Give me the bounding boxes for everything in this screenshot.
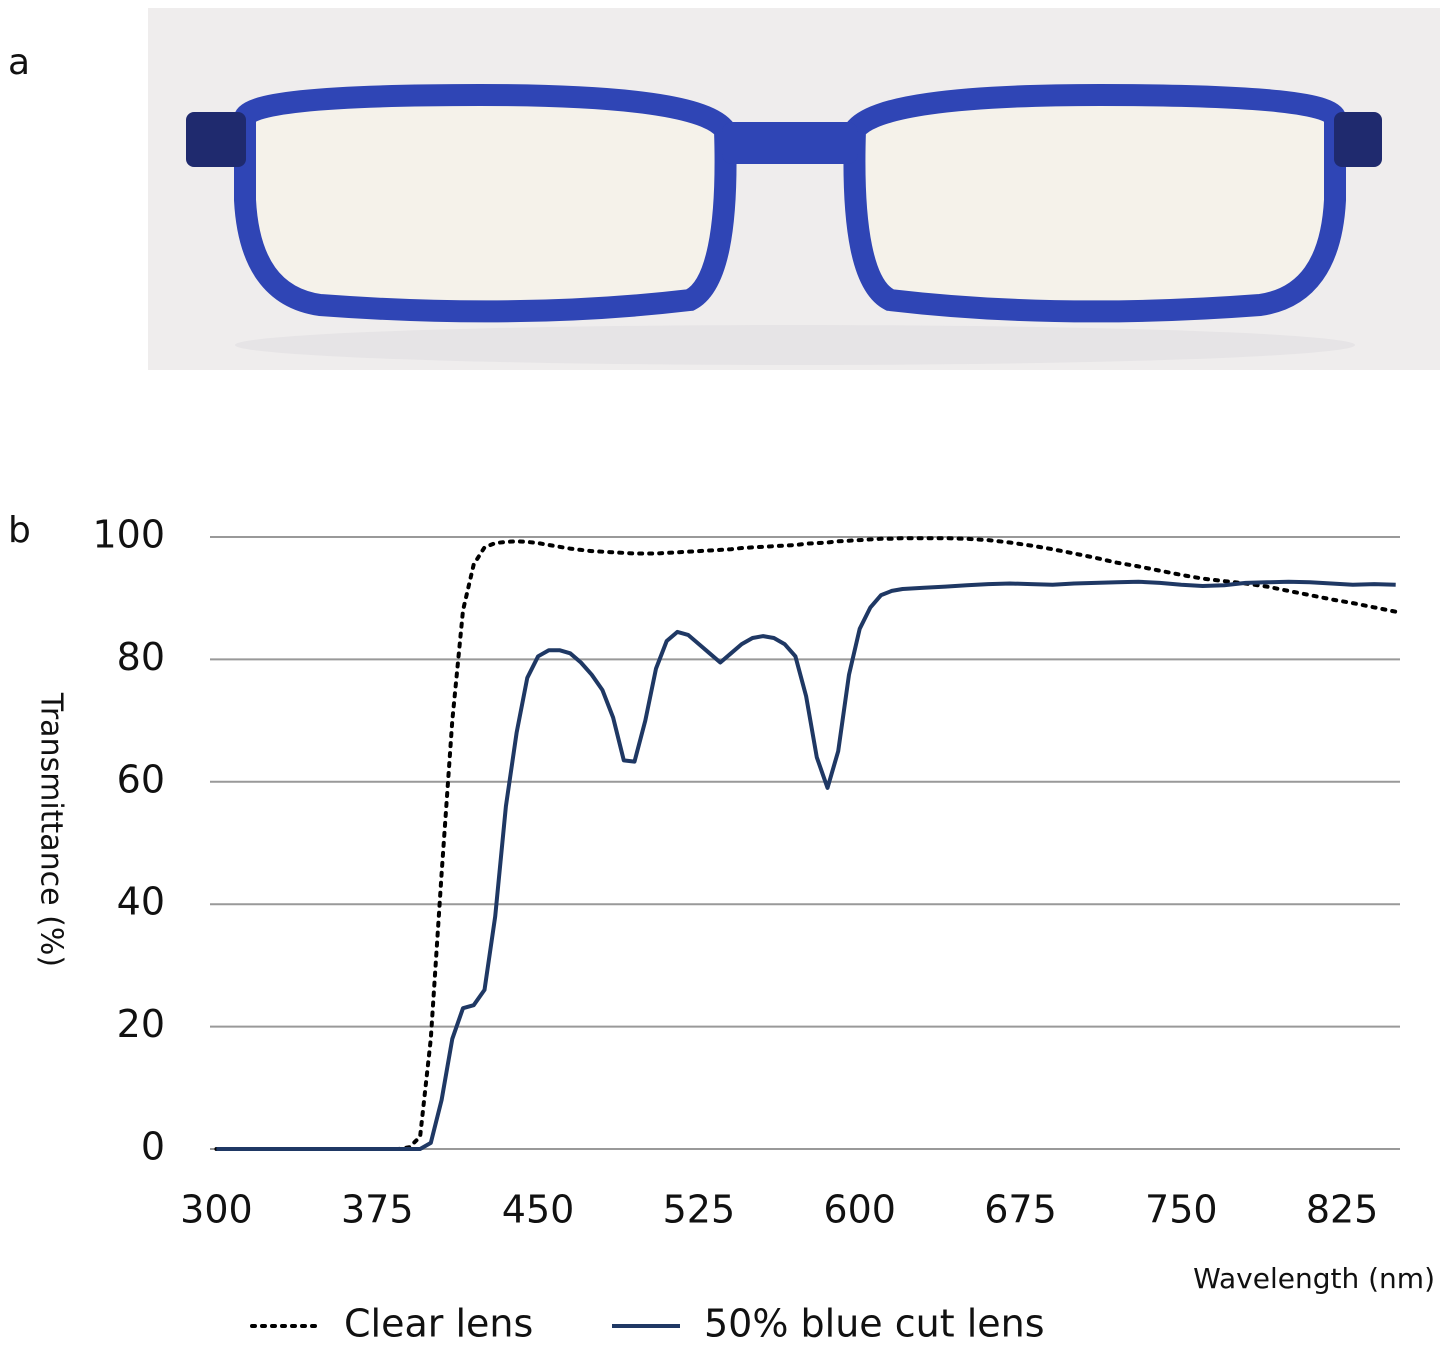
- x-tick-label: 375: [341, 1188, 414, 1232]
- y-tick-label: 80: [117, 635, 165, 679]
- glasses-photo: [148, 8, 1440, 370]
- y-tick-label: 0: [141, 1125, 165, 1169]
- x-tick-label: 300: [180, 1188, 253, 1232]
- x-tick-label: 750: [1145, 1188, 1218, 1232]
- panel-label: a: [8, 42, 30, 83]
- x-tick-label: 525: [663, 1188, 736, 1232]
- y-tick-label: 40: [117, 880, 165, 924]
- figure: a b Transmittance (%) Wavelength (nm) 0 2…: [0, 0, 1450, 1346]
- x-tick-label: 675: [984, 1188, 1057, 1232]
- series-line: [216, 582, 1395, 1149]
- x-tick-label: 825: [1306, 1188, 1379, 1232]
- x-axis-label: Wavelength (nm): [1193, 1262, 1435, 1295]
- panel-label: b: [8, 510, 31, 551]
- series-line: [216, 538, 1395, 1149]
- legend-label: Clear lens: [344, 1302, 533, 1346]
- y-tick-label: 60: [117, 757, 165, 801]
- y-tick-label: 20: [117, 1002, 165, 1046]
- x-tick-label: 450: [502, 1188, 575, 1232]
- x-tick-label: 600: [823, 1188, 896, 1232]
- y-axis-label: Transmittance (%): [34, 692, 69, 967]
- legend-label: 50% blue cut lens: [704, 1302, 1045, 1346]
- y-tick-label: 100: [92, 513, 165, 557]
